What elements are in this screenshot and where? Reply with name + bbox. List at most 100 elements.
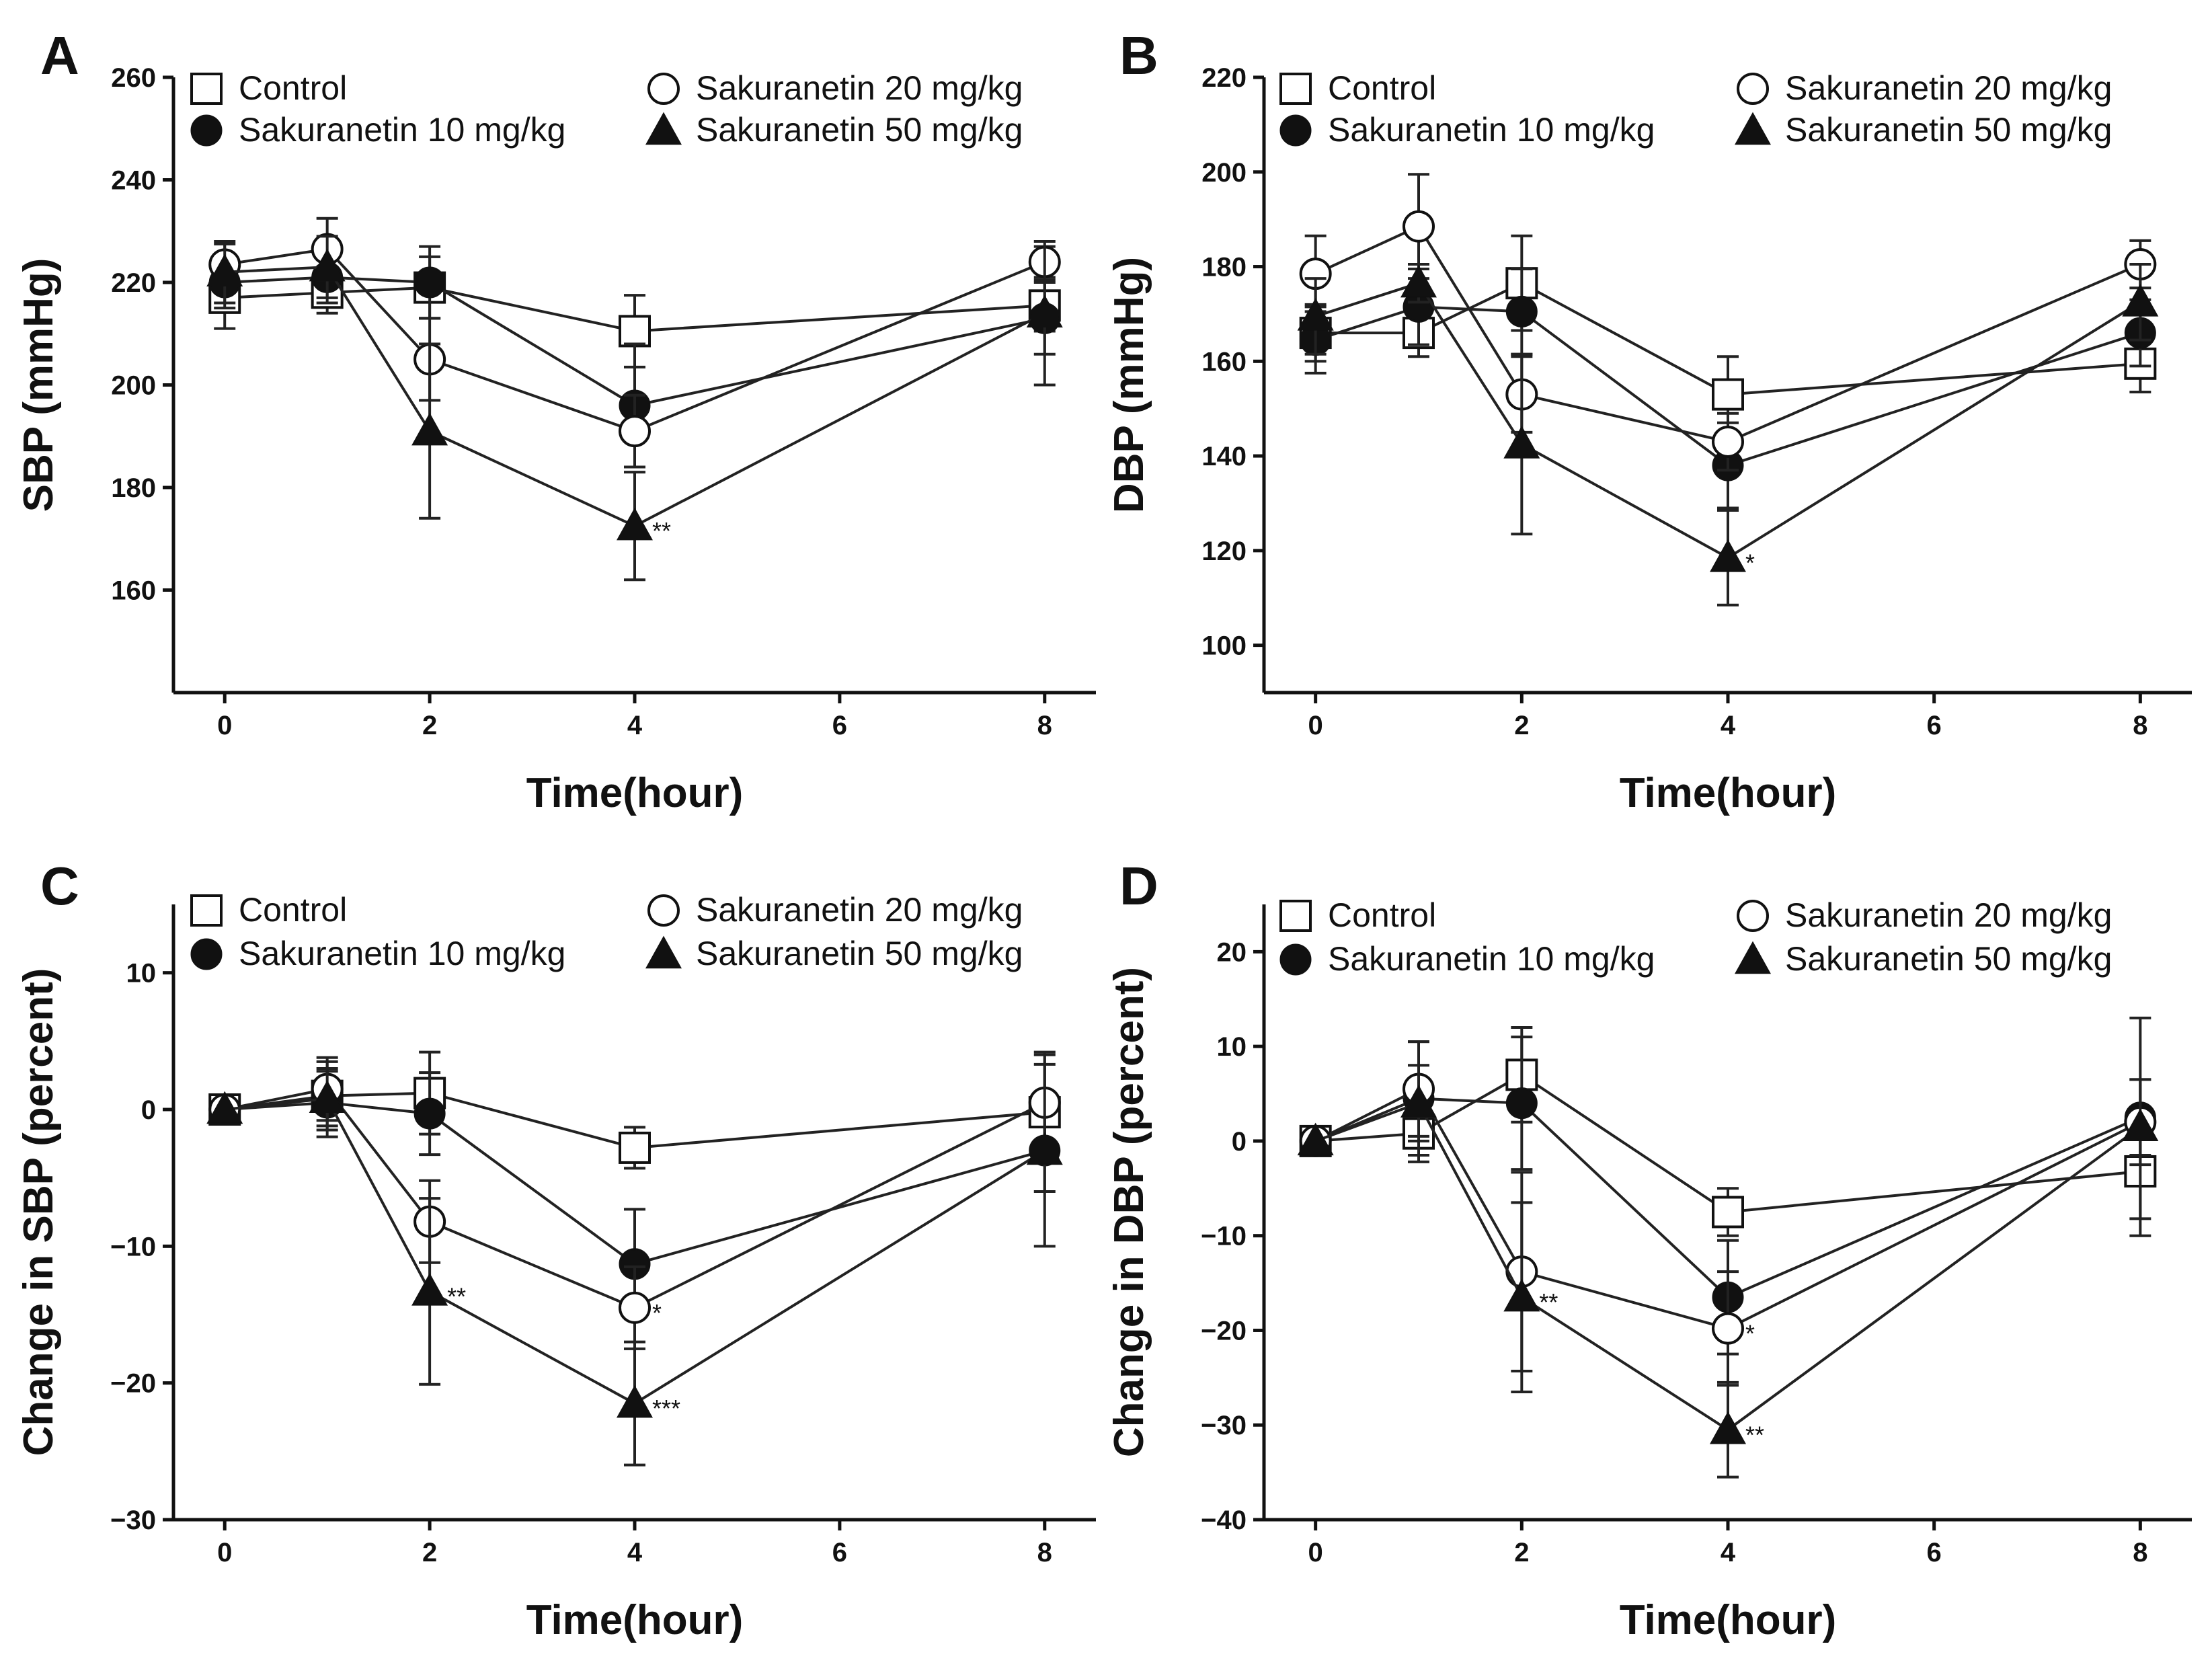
chart-panel-c: C −30 −20 −10 0 10 0 2 4 6 8 Time(hour) Change in SB… [15,856,1096,1643]
y-tick-label: −10 [1201,1222,1247,1251]
legend-label: Sakuranetin 50 mg/kg [1785,940,2112,978]
data-point [206,1091,243,1124]
legend-item: Sakuranetin 20 mg/kg [1737,896,2112,934]
data-point [1403,210,1435,243]
legend-label: Sakuranetin 20 mg/kg [1785,896,2112,934]
y-tick-label: 220 [111,268,156,298]
legend-marker [1279,943,1312,976]
legend-marker [190,938,223,970]
x-tick-label: 2 [1514,711,1529,740]
data-point [1026,1132,1063,1165]
panel-letter: D [1119,856,1158,916]
legend-item: Sakuranetin 10 mg/kg [190,935,565,972]
data-point [1503,1278,1540,1312]
legend-marker [1735,112,1771,145]
legend-label: Sakuranetin 10 mg/kg [1328,940,1655,978]
y-tick-label: 240 [111,166,156,196]
x-tick-label: 2 [1514,1538,1529,1567]
y-tick-label: 260 [111,63,156,93]
x-axis-title: Time(hour) [526,770,744,816]
legend-marker [1737,73,1769,105]
legend-item: Control [190,69,347,107]
y-tick-label: 160 [111,576,156,606]
x-axis-title: Time(hour) [1620,770,1837,816]
data-point [1503,426,1540,459]
x-tick-label: 0 [217,1538,232,1567]
chart-panel-b: B 100 120 140 160 180 200 220 0 2 4 6 8 Time(hour) DBP… [1106,26,2192,816]
legend-label: Sakuranetin 10 mg/kg [239,111,565,149]
y-axis-title: Change in SBP (percent) [15,968,62,1456]
series-3: * [1297,263,2159,607]
data-point [206,254,243,286]
data-point [1710,539,1746,572]
data-point [1505,295,1538,327]
y-tick-label: −30 [1201,1411,1247,1440]
legend-item: Sakuranetin 50 mg/kg [645,935,1023,972]
series-3: ***** [206,1053,1063,1467]
x-tick-label: 4 [627,711,643,740]
x-tick-label: 4 [1721,711,1736,740]
legend-marker [1279,900,1312,932]
x-tick-label: 8 [2133,1538,2147,1567]
y-tick-label: 10 [1217,1032,1247,1062]
legend-item: Sakuranetin 50 mg/kg [645,111,1023,149]
series-2 [1299,173,2157,472]
data-point [1712,1196,1744,1229]
data-point [1712,425,1744,458]
legend-item: Control [1279,896,1436,934]
data-point [411,1273,448,1306]
y-tick-label: 200 [111,371,156,401]
data-point [619,1131,651,1164]
legend-label: Sakuranetin 20 mg/kg [696,891,1023,929]
data-point [2122,283,2159,317]
legend-label: Sakuranetin 10 mg/kg [239,935,565,972]
y-tick-label: 120 [1201,537,1247,566]
y-tick-label: −10 [110,1232,156,1261]
data-point [1712,378,1744,411]
data-point [1710,1411,1746,1444]
x-tick-label: 8 [1037,1538,1052,1567]
chart-panel-a: A 160 180 200 220 240 260 0 2 4 6 8 Time(hour) SBP (m… [15,26,1096,816]
data-point [1297,298,1334,331]
legend-marker [190,114,223,147]
legend-item: Sakuranetin 50 mg/kg [1735,111,2112,149]
data-point [411,412,448,446]
legend-label: Sakuranetin 50 mg/kg [696,935,1023,972]
data-point [1026,295,1063,327]
x-tick-label: 4 [1721,1538,1736,1567]
data-point [413,266,446,299]
y-tick-label: −30 [110,1506,156,1535]
y-tick-label: −40 [1201,1506,1247,1535]
legend-item: Sakuranetin 20 mg/kg [1737,69,2112,107]
series-3: ** [206,235,1063,582]
significance-mark: ** [447,1282,466,1310]
significance-mark: *** [652,1395,680,1422]
y-axis-title: DBP (mmHg) [1106,257,1152,513]
y-tick-label: 180 [111,473,156,503]
x-tick-label: 0 [1308,711,1323,740]
x-tick-label: 0 [217,711,232,740]
legend-marker [1735,941,1771,974]
x-axis-title: Time(hour) [1620,1597,1837,1643]
y-tick-label: 200 [1201,158,1247,188]
legend-marker [647,73,680,105]
y-tick-label: −20 [1201,1316,1247,1346]
legend-marker [645,935,682,969]
y-tick-label: 140 [1201,442,1247,471]
legend-marker [645,112,682,145]
legend-item: Sakuranetin 20 mg/kg [647,69,1023,107]
legend-item: Sakuranetin 10 mg/kg [190,111,565,149]
legend-label: Sakuranetin 10 mg/kg [1328,111,1655,149]
data-point [1400,1085,1437,1118]
series-3: ** ** [1297,1016,2159,1479]
legend-label: Sakuranetin 50 mg/kg [696,111,1023,149]
legend-item: Control [1279,69,1436,107]
legend-item: Sakuranetin 10 mg/kg [1279,940,1655,978]
legend-label: Sakuranetin 50 mg/kg [1785,111,2112,149]
x-tick-label: 2 [422,711,437,740]
y-tick-label: 0 [1232,1127,1247,1157]
x-tick-label: 6 [832,1538,847,1567]
panel-letter: A [40,26,79,85]
legend-label: Control [1328,69,1436,107]
